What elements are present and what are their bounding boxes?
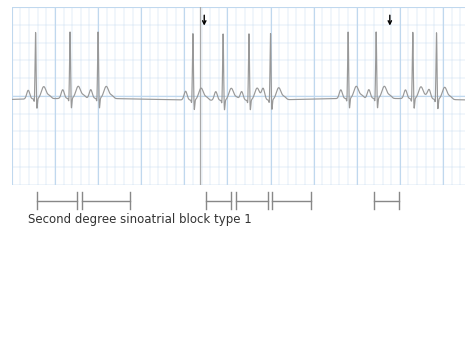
Text: Second degree sinoatrial block type 1: Second degree sinoatrial block type 1: [28, 213, 252, 226]
